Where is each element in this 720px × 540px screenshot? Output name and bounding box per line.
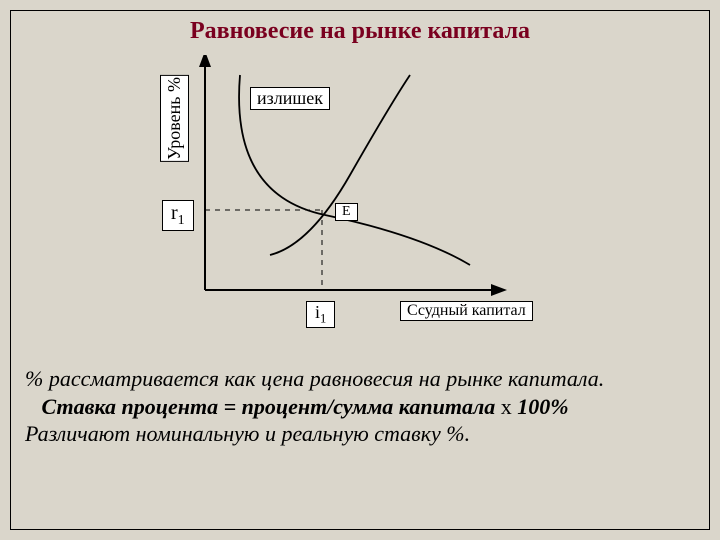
x-axis-label: Ссудный капитал	[400, 301, 533, 321]
body-formula-x: х	[495, 394, 517, 419]
equilibrium-label: E	[335, 203, 358, 221]
body-line3: Различают номинальную и реальную ставку …	[25, 421, 470, 446]
y-axis-label: Уровень %	[160, 75, 189, 162]
body-formula-pre: Ставка процента = процент/сумма капитала	[42, 394, 496, 419]
r1-label: r1	[162, 200, 194, 231]
i1-label: i1	[306, 301, 335, 328]
body-text: % рассматривается как цена равновесия на…	[25, 365, 695, 448]
chart: Уровень % излишек r1 E i1 Ссудный капита…	[110, 55, 590, 335]
surplus-label: излишек	[250, 87, 330, 110]
body-formula-post: 100%	[517, 394, 568, 419]
page-title: Равновесие на рынке капитала	[0, 18, 720, 45]
body-line1: % рассматривается как цена равновесия на…	[25, 366, 604, 391]
